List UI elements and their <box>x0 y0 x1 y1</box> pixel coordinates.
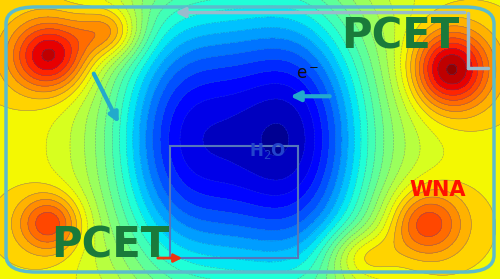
Text: WNA: WNA <box>409 180 466 200</box>
Text: PCET: PCET <box>51 225 169 266</box>
Text: H$_2$O: H$_2$O <box>249 141 286 161</box>
Text: e$^-$: e$^-$ <box>296 65 319 83</box>
Text: PCET: PCET <box>341 15 459 57</box>
